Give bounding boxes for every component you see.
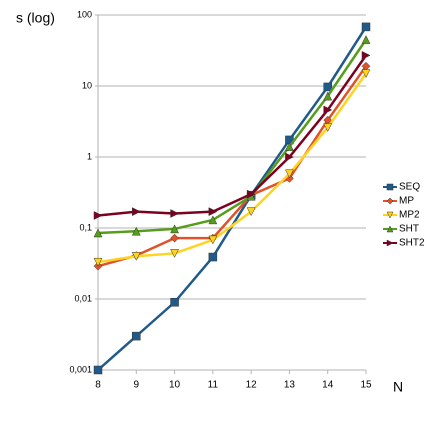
marker <box>170 209 180 218</box>
marker <box>246 189 256 199</box>
legend-label: MP <box>399 196 414 207</box>
marker <box>323 105 333 115</box>
x-tick-label: 10 <box>169 380 181 391</box>
y-tick-label: 0,1 <box>79 222 92 232</box>
x-axis-label: N <box>393 379 403 395</box>
marker <box>208 252 218 262</box>
series-line <box>97 38 368 235</box>
x-tick-label: 13 <box>284 380 296 391</box>
x-tick-label: 14 <box>322 380 334 391</box>
marker <box>170 297 179 307</box>
marker <box>361 50 371 60</box>
legend-label: SHT2 <box>399 238 425 249</box>
marker <box>93 365 103 375</box>
marker <box>170 224 179 234</box>
legend-marker <box>386 211 394 219</box>
marker <box>208 207 218 217</box>
marker <box>208 235 218 245</box>
marker <box>131 226 141 236</box>
legend-marker <box>386 239 394 247</box>
marker <box>246 207 256 217</box>
x-tick-label: 15 <box>360 380 372 391</box>
marker <box>132 331 141 341</box>
y-tick-label: 0,001 <box>69 364 92 374</box>
marker <box>131 252 141 261</box>
x-tick-label: 8 <box>95 380 101 391</box>
x-tick-label: 9 <box>134 380 140 391</box>
marker <box>361 69 371 79</box>
marker <box>93 257 103 267</box>
x-tick-label: 12 <box>246 380 258 391</box>
y-tick-label: 100 <box>77 9 92 19</box>
series-line <box>97 54 368 217</box>
series-line <box>97 26 368 371</box>
x-tick-label: 11 <box>208 380 219 391</box>
marker <box>323 82 332 92</box>
marker <box>361 22 371 32</box>
series-line <box>97 72 368 264</box>
series-line <box>97 65 368 268</box>
legend-label: MP2 <box>399 210 420 221</box>
legend-marker <box>386 225 394 233</box>
marker <box>361 35 371 44</box>
marker <box>323 123 333 133</box>
marker <box>132 207 141 217</box>
marker <box>285 142 294 151</box>
marker <box>285 152 294 162</box>
y-tick-label: 0,01 <box>74 293 92 303</box>
y-tick-label: 1 <box>87 151 92 161</box>
marker <box>285 169 294 179</box>
legend-label: SHT <box>399 224 419 235</box>
marker <box>323 91 333 101</box>
marker <box>93 211 103 220</box>
legend-marker <box>386 197 394 205</box>
y-tick-label: 10 <box>82 80 92 90</box>
legend-label: SEQ <box>399 182 420 193</box>
marker <box>208 215 218 225</box>
marker <box>170 249 179 258</box>
y-axis-label: s (log) <box>16 10 55 26</box>
marker <box>170 233 179 243</box>
marker <box>93 228 103 238</box>
legend-marker <box>386 183 394 191</box>
